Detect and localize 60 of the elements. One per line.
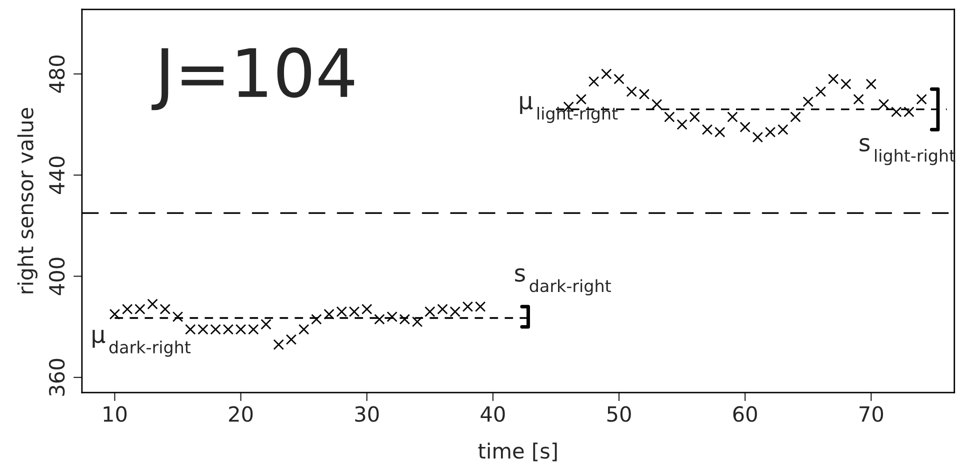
point: [614, 74, 624, 84]
point: [866, 78, 877, 90]
x-tick-label: 10: [104, 406, 127, 422]
x-axis-title: time [s]: [478, 442, 557, 462]
point: [286, 334, 297, 345]
y-tick-label: 480: [48, 55, 65, 93]
point: [878, 98, 890, 110]
point: [853, 94, 864, 105]
point: [764, 126, 776, 138]
point: [778, 124, 788, 135]
point: [815, 86, 826, 98]
x-tick-label: 70: [860, 406, 884, 422]
point: [260, 318, 272, 330]
point: [601, 68, 612, 80]
y-axis-title: right sensor value: [17, 108, 38, 294]
point: [588, 76, 600, 87]
point: [437, 304, 448, 314]
point: [752, 132, 764, 143]
x-tick-label: 20: [229, 406, 253, 422]
point: [172, 311, 184, 322]
point: [828, 74, 839, 84]
annotation: J=104: [152, 47, 354, 110]
x-tick-label: 40: [480, 406, 505, 422]
x-tick-label: 60: [733, 406, 757, 422]
y-tick-label: 360: [48, 358, 65, 396]
point: [626, 86, 637, 98]
point: [160, 304, 170, 314]
point: [714, 126, 726, 138]
point: [311, 314, 322, 325]
point: [638, 88, 650, 100]
point: [399, 314, 410, 325]
point: [790, 112, 801, 122]
point: [651, 98, 662, 110]
annotation: sdark-right: [515, 268, 611, 296]
point: [576, 94, 587, 105]
point: [702, 124, 713, 135]
point: [916, 94, 927, 105]
point: [374, 314, 385, 325]
point: [424, 306, 436, 318]
point: [147, 298, 158, 310]
point: [324, 308, 334, 320]
point: [412, 316, 423, 328]
point: [676, 119, 688, 130]
point: [840, 78, 852, 90]
point: [298, 324, 310, 335]
point: [450, 306, 460, 318]
y-tick-label: 440: [48, 156, 65, 194]
point: [740, 122, 750, 132]
point: [727, 112, 738, 122]
point: [362, 304, 372, 314]
y-tick-label: 400: [48, 258, 65, 296]
point: [109, 308, 120, 320]
point: [664, 112, 675, 122]
point: [689, 112, 700, 122]
x-tick-label: 50: [607, 406, 631, 422]
point: [273, 339, 284, 350]
point: [802, 96, 814, 108]
point: [386, 311, 398, 322]
x-tick-label: 30: [355, 406, 379, 422]
annotation: μlight-right: [520, 96, 618, 124]
